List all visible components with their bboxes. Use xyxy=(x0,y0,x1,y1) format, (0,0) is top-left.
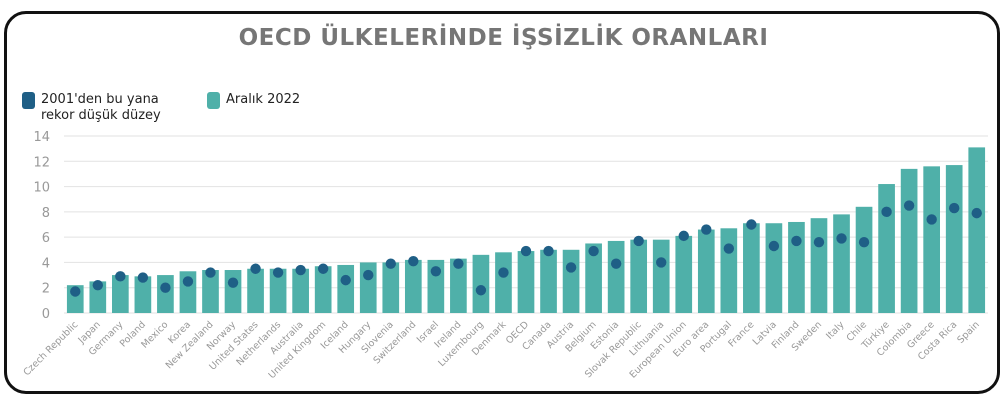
bar xyxy=(382,262,400,313)
bar xyxy=(607,240,625,313)
bar xyxy=(810,218,828,313)
chart-title: OECD ÜLKELERİNDE İŞSİZLİK ORANLARI xyxy=(238,25,769,51)
bar xyxy=(337,264,355,313)
bar xyxy=(788,221,805,313)
record-low-dot xyxy=(408,255,419,267)
record-low-dot xyxy=(836,233,847,244)
record-low-dot xyxy=(858,237,870,248)
record-low-dot xyxy=(520,245,532,257)
record-low-dot xyxy=(610,258,622,269)
record-low-dot xyxy=(137,272,149,283)
record-low-dot xyxy=(453,258,464,269)
record-low-dot xyxy=(430,266,442,277)
bar xyxy=(923,166,940,313)
y-tick-label: 10 xyxy=(33,181,50,196)
bar xyxy=(247,268,264,313)
bar xyxy=(292,268,309,313)
record-low-dot xyxy=(250,263,261,274)
x-tick-label: Spain xyxy=(955,319,982,346)
bar xyxy=(562,249,580,313)
legend-label-december-2022: Aralık 2022 xyxy=(226,92,301,107)
bar xyxy=(968,147,986,313)
x-tick-label: Czech Republic xyxy=(21,319,80,378)
bar xyxy=(652,239,670,313)
chart-frame xyxy=(4,11,1000,394)
bar xyxy=(945,165,963,313)
record-low-dot xyxy=(948,202,960,214)
record-low-dot xyxy=(813,237,825,248)
bar xyxy=(157,275,174,313)
x-tick-label: Italy xyxy=(824,319,847,342)
bar xyxy=(495,252,512,313)
bar xyxy=(697,229,715,313)
bar xyxy=(765,223,783,313)
bar xyxy=(878,184,895,313)
record-low-dot xyxy=(588,245,599,257)
record-low-dot xyxy=(227,277,239,288)
y-tick-label: 4 xyxy=(42,256,50,271)
y-tick-label: 14 xyxy=(33,130,50,145)
record-low-dot xyxy=(656,257,667,268)
legend-item-record-low[interactable]: 2001'den bu yana rekor düşük düzey xyxy=(22,92,171,124)
bar xyxy=(472,254,490,313)
bar xyxy=(450,258,467,313)
record-low-dot xyxy=(160,282,171,293)
record-low-dot xyxy=(295,264,306,276)
legend-label-record-low: 2001'den bu yana rekor düşük düzey xyxy=(41,92,161,123)
record-low-dot xyxy=(385,258,396,269)
record-low-dot xyxy=(565,262,577,273)
bar xyxy=(314,266,332,313)
legend-item-december-2022[interactable]: Aralık 2022 xyxy=(207,92,300,109)
record-low-dot xyxy=(768,240,780,252)
record-low-dot xyxy=(633,235,644,247)
y-tick-label: 0 xyxy=(42,307,50,322)
bar xyxy=(720,228,738,313)
record-low-dot xyxy=(92,279,104,291)
bar xyxy=(585,243,602,313)
record-low-dot xyxy=(746,219,757,230)
record-low-dot xyxy=(926,214,937,225)
record-low-dot xyxy=(363,269,374,281)
bar xyxy=(404,259,422,313)
legend-swatch-record-low xyxy=(22,92,35,109)
bar xyxy=(540,249,557,313)
record-low-dot xyxy=(205,267,216,278)
record-low-dot xyxy=(475,285,487,296)
record-low-dot xyxy=(115,271,126,282)
bar xyxy=(900,168,918,313)
bar xyxy=(743,223,760,313)
record-low-dot xyxy=(701,224,712,235)
record-low-dot xyxy=(971,207,982,219)
y-tick-label: 12 xyxy=(33,155,50,170)
record-low-dot xyxy=(543,245,554,257)
bar xyxy=(269,268,287,313)
y-tick-label: 6 xyxy=(42,231,50,246)
record-low-dot xyxy=(881,206,892,218)
record-low-dot xyxy=(340,274,351,286)
bar xyxy=(833,214,850,313)
bar xyxy=(630,239,648,313)
bar xyxy=(224,270,242,313)
record-low-dot xyxy=(678,230,689,242)
bar xyxy=(89,281,107,313)
legend-swatch-december-2022 xyxy=(207,92,220,109)
bar xyxy=(517,251,535,313)
y-tick-label: 2 xyxy=(42,282,50,297)
record-low-dot xyxy=(272,267,284,278)
bar xyxy=(202,270,219,313)
bar xyxy=(112,275,129,313)
record-low-dot xyxy=(903,200,915,211)
record-low-dot xyxy=(317,263,329,274)
record-low-dot xyxy=(70,286,81,297)
record-low-dot xyxy=(182,276,194,287)
record-low-dot xyxy=(791,235,802,247)
record-low-dot xyxy=(723,243,735,254)
bar xyxy=(134,276,152,313)
record-low-dot xyxy=(498,267,509,278)
y-tick-label: 8 xyxy=(42,206,50,221)
bar xyxy=(675,235,693,313)
x-tick-label: France xyxy=(726,319,756,349)
bar xyxy=(855,206,873,313)
